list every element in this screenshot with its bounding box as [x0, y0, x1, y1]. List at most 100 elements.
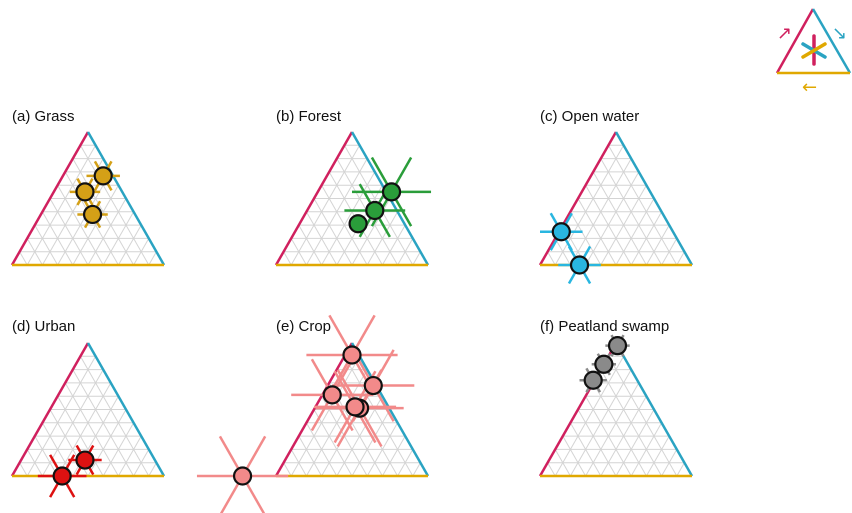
triangle-right-edge: [614, 342, 694, 477]
grid-line: [305, 211, 338, 265]
data-points: [348, 182, 402, 234]
data-point: [381, 182, 402, 202]
grid-line: [554, 356, 625, 476]
ternary-grid: [547, 355, 685, 476]
grid-line: [547, 251, 556, 265]
grid-line: [600, 369, 663, 476]
grid-line: [57, 395, 104, 476]
grid-line: [577, 198, 617, 265]
grid-line: [585, 395, 632, 476]
grid-line: [26, 356, 97, 476]
data-point: [75, 182, 95, 202]
grid-line: [49, 198, 89, 265]
panel-title: (c) Open water: [540, 108, 639, 125]
grid-line: [554, 145, 625, 265]
triangle-right-edge: [86, 342, 166, 477]
data-point: [82, 204, 103, 225]
grid-line: [569, 422, 602, 476]
triangle-left-edge: [274, 342, 354, 477]
triangle-left-edge: [274, 131, 354, 266]
grid-line: [79, 145, 150, 265]
grid-line: [290, 449, 307, 476]
panel-3: (c) Open water: [538, 108, 694, 285]
grid-line: [26, 449, 43, 476]
triangle-right-edge: [614, 131, 694, 266]
grid-line: [148, 462, 157, 476]
grid-line: [412, 462, 421, 476]
grid-line: [283, 462, 292, 476]
data-points: [232, 345, 383, 486]
panel-title: (f) Peatland swamp: [540, 318, 669, 335]
panel-title: (a) Grass: [12, 108, 75, 125]
grid-line: [148, 251, 157, 265]
grid-line: [577, 409, 617, 476]
grid-line: [313, 198, 353, 265]
legend-arrow-bottom-edge: ←: [802, 77, 817, 98]
panel-title: (b) Forest: [276, 108, 342, 125]
grid-line: [41, 211, 74, 265]
legend-left-edge: [775, 8, 815, 74]
ternary-grid: [19, 144, 157, 265]
grid-line: [554, 449, 571, 476]
panel-title: (e) Crop: [276, 318, 331, 335]
grid-line: [34, 224, 59, 265]
data-point: [594, 354, 614, 374]
legend-right-edge: [811, 8, 852, 74]
triangle-right-edge: [350, 342, 430, 477]
panel-1: (a) Grass: [10, 108, 166, 267]
panel-title: (d) Urban: [12, 318, 75, 335]
grid-line: [585, 184, 632, 265]
triangle-left-edge: [538, 131, 618, 266]
grid-line: [607, 356, 678, 476]
grid-line: [554, 238, 571, 265]
grid-line: [381, 435, 406, 476]
triangle-right-edge: [86, 131, 166, 266]
grid-line: [298, 224, 323, 265]
panel-6: (f) Peatland swamp: [538, 318, 694, 478]
data-points: [551, 222, 590, 275]
grid-line: [72, 158, 135, 265]
grid-line: [290, 238, 307, 265]
legend-arrow-right-edge: ↘: [832, 23, 847, 44]
grid-line: [64, 382, 119, 476]
panel-2: (b) Forest: [274, 108, 432, 267]
grid-line: [117, 224, 142, 265]
grid-line: [321, 171, 376, 265]
data-point: [93, 166, 113, 186]
ternary-axis-direction-legend-icon: ↗ ↘ ←: [775, 8, 852, 98]
grid-line: [298, 435, 323, 476]
triangle-left-edge: [10, 342, 90, 477]
grid-line: [547, 462, 556, 476]
grid-line: [600, 158, 663, 265]
grid-line: [290, 356, 361, 476]
grid-line: [19, 462, 28, 476]
grid-line: [645, 435, 670, 476]
panel-4: (d) Urban: [10, 318, 166, 498]
grid-line: [676, 462, 685, 476]
grid-line: [607, 145, 678, 265]
grid-line: [117, 435, 142, 476]
grid-line: [585, 171, 640, 265]
data-point: [365, 200, 385, 221]
data-point: [348, 214, 368, 234]
panels: (a) Grass (b) Forest (c) Open water (d) Urb…: [10, 108, 694, 513]
data-point: [232, 466, 253, 486]
data-points: [75, 166, 113, 225]
grid-line: [351, 409, 391, 476]
grid-line: [592, 382, 647, 476]
grid-line: [562, 435, 587, 476]
data-point: [569, 255, 590, 275]
data-point: [345, 397, 365, 417]
panel-5: (e) Crop: [196, 314, 430, 513]
grid-line: [57, 184, 104, 265]
grid-line: [79, 356, 150, 476]
grid-line: [290, 145, 361, 265]
grid-line: [676, 251, 685, 265]
data-point: [607, 336, 628, 356]
legend-bottom-axis-glyph: [801, 42, 827, 59]
grid-line: [26, 145, 97, 265]
data-points: [583, 336, 628, 390]
data-point: [75, 450, 95, 470]
data-points: [52, 450, 95, 486]
